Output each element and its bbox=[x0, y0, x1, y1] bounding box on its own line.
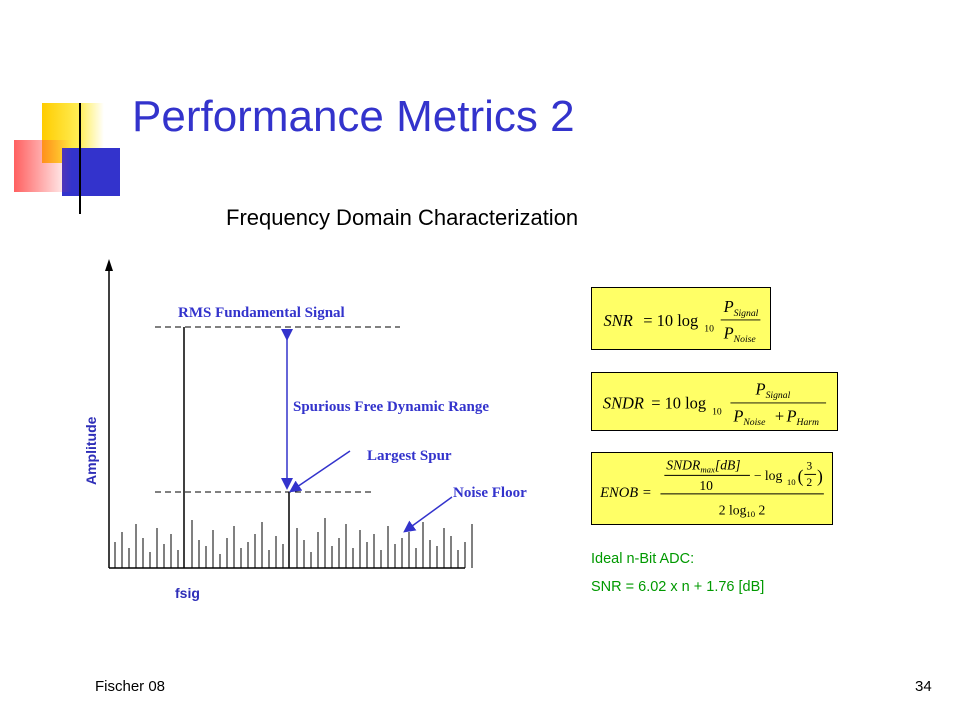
snr-lhs: SNR bbox=[604, 311, 633, 330]
svg-text:2 log10 2: 2 log10 2 bbox=[719, 502, 766, 519]
svg-text:SNDRmax[dB]: SNDRmax[dB] bbox=[666, 458, 740, 475]
footer-author: Fischer 08 bbox=[95, 678, 166, 695]
spectrum-diagram: RMS Fundamental Signal Spurious Free Dyn… bbox=[83, 259, 527, 601]
sfdr-label: Spurious Free Dynamic Range bbox=[293, 399, 489, 415]
y-axis-arrow bbox=[105, 259, 113, 271]
svg-text:PSignal: PSignal bbox=[755, 379, 791, 401]
sndr-lhs: SNDR bbox=[603, 394, 644, 413]
svg-text:(: ( bbox=[798, 466, 804, 486]
slide-title: Performance Metrics 2 bbox=[132, 92, 575, 141]
ideal-adc-formula: SNR = 6.02 x n + 1.76 [dB] bbox=[591, 579, 765, 595]
svg-text:PNoise: PNoise bbox=[732, 406, 766, 428]
sndr-log-base: 10 bbox=[712, 407, 722, 418]
svg-text:2: 2 bbox=[806, 476, 812, 489]
slide-subtitle: Frequency Domain Characterization bbox=[226, 205, 579, 230]
snr-equation: SNR = 10 log 10 PSignal PNoise bbox=[591, 287, 771, 350]
noise-floor-pointer bbox=[403, 496, 453, 533]
svg-text:+: + bbox=[775, 406, 784, 425]
y-axis-label: Amplitude bbox=[83, 416, 99, 485]
svg-text:PSignal: PSignal bbox=[723, 297, 759, 319]
svg-text:10: 10 bbox=[787, 477, 796, 487]
svg-text:): ) bbox=[817, 466, 823, 486]
enob-equation: ENOB = SNDRmax[dB] 10 − log 10 ( 3 2 ) 2… bbox=[591, 452, 833, 525]
sndr-equation: SNDR = 10 log 10 PSignal PNoise + PHarm bbox=[591, 372, 838, 431]
red-square bbox=[14, 140, 72, 192]
title-decoration bbox=[14, 103, 960, 214]
snr-coef: = 10 log bbox=[643, 311, 698, 330]
svg-text:PHarm: PHarm bbox=[785, 406, 819, 428]
svg-text:3: 3 bbox=[806, 460, 812, 473]
svg-text:− log: − log bbox=[754, 468, 783, 483]
enob-lhs: ENOB = bbox=[599, 485, 652, 501]
svg-text:PNoise: PNoise bbox=[723, 323, 757, 345]
sndr-coef: = 10 log bbox=[651, 394, 706, 413]
ideal-adc-heading: Ideal n-Bit ADC: bbox=[591, 551, 695, 567]
largest-spur-label: Largest Spur bbox=[367, 448, 452, 464]
noise-floor-spikes bbox=[114, 518, 473, 568]
noise-floor-label: Noise Floor bbox=[453, 485, 527, 501]
largest-spur-pointer bbox=[289, 450, 351, 493]
snr-log-base: 10 bbox=[704, 324, 714, 335]
page-number: 34 bbox=[915, 678, 932, 695]
svg-text:SNR: SNR bbox=[604, 311, 633, 330]
x-axis-label: fsig bbox=[175, 585, 200, 601]
fundamental-label: RMS Fundamental Signal bbox=[178, 305, 345, 321]
svg-text:10: 10 bbox=[699, 478, 713, 493]
